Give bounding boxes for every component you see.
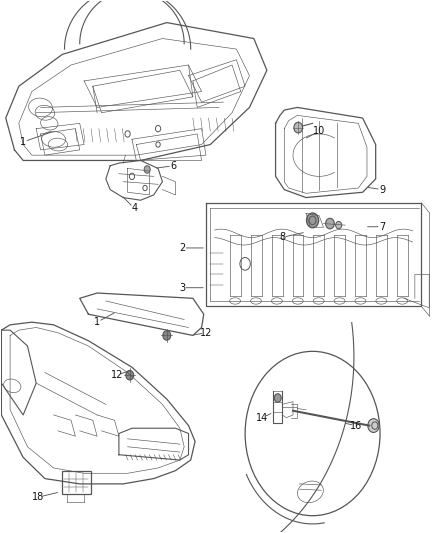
Circle shape — [144, 166, 150, 173]
Text: 6: 6 — [170, 161, 177, 171]
Circle shape — [325, 218, 334, 229]
Text: 7: 7 — [379, 222, 385, 232]
Circle shape — [307, 213, 319, 228]
Circle shape — [163, 330, 171, 340]
Text: 12: 12 — [110, 370, 123, 380]
Circle shape — [368, 419, 379, 432]
Text: 10: 10 — [313, 126, 325, 136]
Text: 14: 14 — [256, 413, 268, 423]
Bar — [62, 471, 91, 495]
Text: 16: 16 — [350, 421, 362, 431]
Text: 1: 1 — [94, 317, 100, 327]
Text: 18: 18 — [32, 492, 45, 502]
Circle shape — [294, 122, 303, 133]
Text: 2: 2 — [179, 243, 185, 253]
Text: 1: 1 — [20, 137, 26, 147]
Text: 12: 12 — [200, 328, 212, 338]
Text: 9: 9 — [379, 184, 385, 195]
Circle shape — [126, 370, 134, 380]
Circle shape — [336, 221, 342, 229]
Circle shape — [274, 394, 281, 402]
Text: 3: 3 — [179, 282, 185, 293]
Text: 8: 8 — [279, 232, 285, 243]
Text: 4: 4 — [131, 203, 137, 213]
